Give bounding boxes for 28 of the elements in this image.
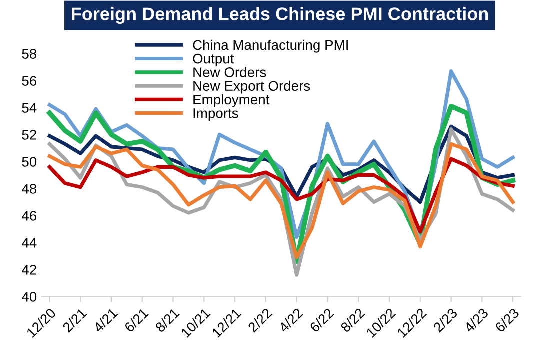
y-tick-label: 50 <box>22 157 37 167</box>
x-tick-label: 4/23 <box>463 308 489 334</box>
legend-label: Imports <box>194 108 238 122</box>
y-tick-label: 58 <box>22 49 37 59</box>
legend-label: New Orders <box>194 67 266 78</box>
line-series <box>48 157 515 234</box>
x-tick-label: 8/22 <box>340 308 366 333</box>
legend-label: Output <box>193 54 234 66</box>
legend-label: New Export Orders <box>194 80 310 94</box>
x-tick-label: 4/22 <box>278 308 304 334</box>
y-tick-label: 54 <box>22 103 37 113</box>
chart-title: Foreign Demand Leads Chinese PMI Contraction <box>72 7 488 24</box>
x-tick-label: 2/21 <box>62 308 88 333</box>
x-tick-label: 6/21 <box>124 308 150 333</box>
y-tick-label: 46 <box>22 211 37 221</box>
legend-label: Employment <box>194 94 270 108</box>
x-tick-label: 8/21 <box>154 308 180 333</box>
y-tick-label: 40 <box>22 292 37 302</box>
x-tick-label: 4/21 <box>92 308 118 334</box>
x-tick-label: 6/23 <box>494 308 520 333</box>
y-tick-label: 52 <box>22 130 36 140</box>
legend-label: China Manufacturing PMI <box>193 40 348 53</box>
y-tick-label: 44 <box>22 238 37 248</box>
y-tick-label: 42 <box>22 265 36 275</box>
y-tick-label: 56 <box>22 76 37 86</box>
line-series <box>48 142 515 260</box>
x-tick-label: 6/22 <box>309 308 334 333</box>
y-tick-label: 48 <box>22 184 37 194</box>
